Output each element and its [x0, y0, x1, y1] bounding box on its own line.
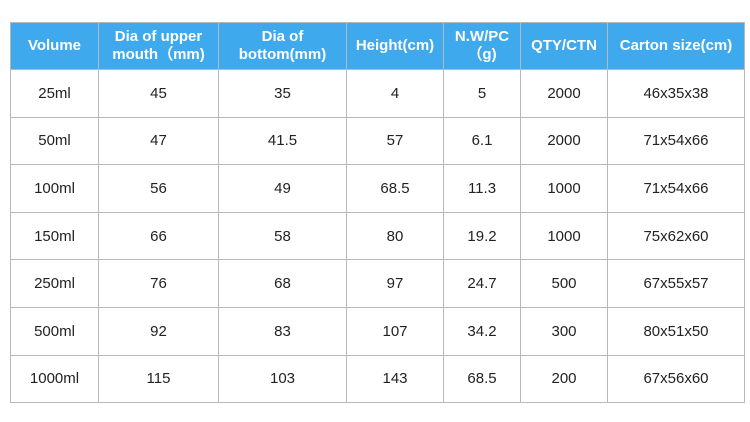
table-cell: 1000ml [10, 354, 99, 404]
table-row: 100ml 56 49 68.5 11.3 1000 71x54x66 [10, 164, 745, 213]
table-row: 25ml 45 35 4 5 2000 46x35x38 [10, 69, 745, 118]
header-text: Dia of [261, 28, 304, 45]
table-row: 250ml 76 68 97 24.7 500 67x55x57 [10, 259, 745, 308]
table-cell: 80 [346, 211, 444, 261]
table-cell: 107 [346, 306, 444, 356]
table-cell: 35 [218, 69, 347, 118]
header-cell: Height(cm) [346, 22, 444, 70]
table-cell: 143 [346, 354, 444, 404]
header-text: Volume [27, 37, 82, 54]
table-row: 50ml 47 41.5 57 6.1 2000 71x54x66 [10, 116, 745, 166]
table-cell: 45 [98, 69, 219, 118]
spec-table: Volume Dia of upper mouth（mm) Dia of bottom(… [10, 22, 745, 404]
table-row: 500ml 92 83 107 34.2 300 80x51x50 [10, 306, 745, 356]
table-cell: 97 [346, 259, 444, 308]
header-cell: Volume [10, 22, 99, 70]
table-cell: 68.5 [443, 354, 521, 404]
table-cell: 41.5 [218, 116, 347, 166]
table-cell: 200 [520, 354, 608, 404]
table-body: 25ml 45 35 4 5 2000 46x35x38 50ml 47 41.5 57 6.1 200… [10, 69, 745, 404]
table-cell: 500ml [10, 306, 99, 356]
table-cell: 46x35x38 [607, 69, 745, 118]
table-cell: 250ml [10, 259, 99, 308]
table-cell: 66 [98, 211, 219, 261]
header-text: Carton size(cm) [619, 37, 733, 54]
header-cell: Carton size(cm) [607, 22, 745, 70]
table-cell: 500 [520, 259, 608, 308]
header-cell: N.W/PC （g) [443, 22, 521, 70]
header-text: （g) [467, 46, 497, 63]
table-cell: 50ml [10, 116, 99, 166]
table-row: 1000ml 115 103 143 68.5 200 67x56x60 [10, 354, 745, 404]
header-cell: QTY/CTN [520, 22, 608, 70]
header-text: bottom(mm) [238, 46, 327, 63]
table-cell: 5 [443, 69, 521, 118]
table-cell: 49 [218, 164, 347, 213]
table-cell: 103 [218, 354, 347, 404]
table-cell: 19.2 [443, 211, 521, 261]
table-cell: 115 [98, 354, 219, 404]
table-row: 150ml 66 58 80 19.2 1000 75x62x60 [10, 211, 745, 261]
table-cell: 67x56x60 [607, 354, 745, 404]
table-cell: 75x62x60 [607, 211, 745, 261]
table-cell: 71x54x66 [607, 164, 745, 213]
header-text: mouth（mm) [112, 46, 205, 63]
header-text: Height(cm) [355, 37, 435, 54]
table-cell: 83 [218, 306, 347, 356]
header-text: QTY/CTN [531, 37, 597, 54]
table-cell: 2000 [520, 69, 608, 118]
table-cell: 11.3 [443, 164, 521, 213]
table-cell: 24.7 [443, 259, 521, 308]
table-cell: 68.5 [346, 164, 444, 213]
header-text: Dia of upper [114, 28, 203, 45]
table-cell: 92 [98, 306, 219, 356]
table-cell: 1000 [520, 211, 608, 261]
table-cell: 1000 [520, 164, 608, 213]
table-cell: 47 [98, 116, 219, 166]
table-cell: 57 [346, 116, 444, 166]
table-cell: 4 [346, 69, 444, 118]
table-cell: 76 [98, 259, 219, 308]
table-cell: 56 [98, 164, 219, 213]
table-cell: 300 [520, 306, 608, 356]
header-text: N.W/PC [454, 28, 510, 45]
table-cell: 150ml [10, 211, 99, 261]
table-cell: 25ml [10, 69, 99, 118]
table-cell: 6.1 [443, 116, 521, 166]
header-row: Volume Dia of upper mouth（mm) Dia of bottom(… [10, 22, 745, 70]
header-cell: Dia of upper mouth（mm) [98, 22, 219, 70]
table-cell: 100ml [10, 164, 99, 213]
table-cell: 68 [218, 259, 347, 308]
header-cell: Dia of bottom(mm) [218, 22, 347, 70]
table-cell: 71x54x66 [607, 116, 745, 166]
table-cell: 67x55x57 [607, 259, 745, 308]
table-cell: 80x51x50 [607, 306, 745, 356]
table-cell: 2000 [520, 116, 608, 166]
table-cell: 34.2 [443, 306, 521, 356]
table-cell: 58 [218, 211, 347, 261]
